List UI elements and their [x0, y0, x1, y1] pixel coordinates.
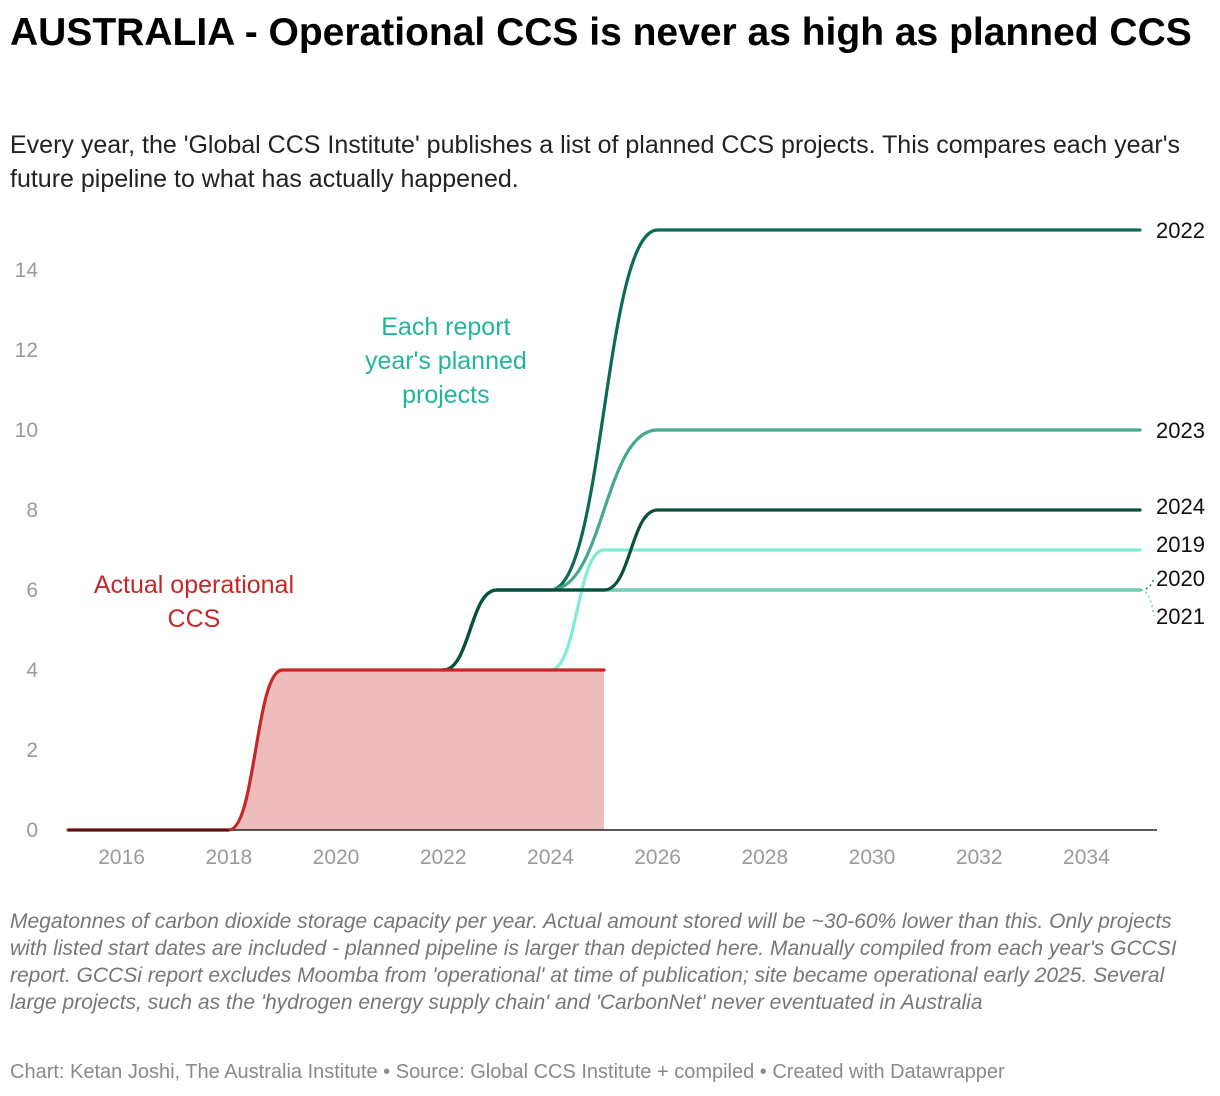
series-end-label: 2020: [1156, 566, 1205, 591]
label-connector: [1140, 577, 1155, 591]
series-end-label: 2021: [1156, 604, 1205, 629]
y-tick-label: 8: [26, 499, 38, 522]
annotation-actual: Actual operational: [94, 571, 294, 599]
annotation-planned: year's planned: [365, 347, 527, 375]
series-line-2022: [441, 228, 1142, 672]
y-tick-label: 6: [26, 579, 38, 602]
x-tick-label: 2028: [741, 846, 788, 869]
series-end-label: 2019: [1156, 532, 1205, 557]
x-tick-label: 2030: [849, 846, 896, 869]
y-tick-label: 2: [26, 739, 38, 762]
label-connector: [1140, 589, 1155, 617]
y-tick-label: 10: [15, 419, 38, 442]
x-tick-label: 2022: [420, 846, 467, 869]
annotation-planned: Each report: [381, 313, 510, 341]
y-tick-label: 12: [15, 339, 38, 362]
x-tick-label: 2034: [1063, 846, 1110, 869]
chart-notes: Megatonnes of carbon dioxide storage cap…: [10, 910, 1177, 1014]
y-tick-label: 4: [26, 659, 38, 682]
line-chart: 0 2 4 6 8 10 12 14 2016 2018 2020 2022 2024 2026 2028 2…: [15, 218, 1205, 869]
chart-title: AUSTRALIA - Operational CCS is never as …: [10, 11, 1192, 54]
x-tick-label: 2018: [205, 846, 252, 869]
x-tick-label: 2016: [98, 846, 145, 869]
series-end-label: 2022: [1156, 218, 1205, 243]
annotation-planned: projects: [402, 381, 490, 409]
y-tick-label: 0: [26, 819, 38, 842]
series-line-2019: [548, 548, 1142, 672]
series-end-label: 2024: [1156, 494, 1205, 519]
actual-line: [66, 668, 606, 832]
chart-footer: Chart: Ketan Joshi, The Australia Instit…: [10, 1061, 1005, 1083]
actual-area: [68, 670, 604, 830]
x-tick-label: 2024: [527, 846, 574, 869]
y-tick-label: 14: [15, 259, 39, 282]
x-tick-label: 2020: [313, 846, 360, 869]
series-line-2024: [441, 508, 1142, 672]
series-end-label: 2023: [1156, 418, 1205, 443]
x-tick-label: 2026: [634, 846, 681, 869]
x-tick-label: 2032: [956, 846, 1003, 869]
series-line-2021: [441, 588, 1142, 672]
series-line-2020: [441, 588, 1142, 672]
annotation-actual: CCS: [168, 605, 221, 633]
chart-subtitle: Every year, the 'Global CCS Institute' p…: [10, 131, 1180, 193]
